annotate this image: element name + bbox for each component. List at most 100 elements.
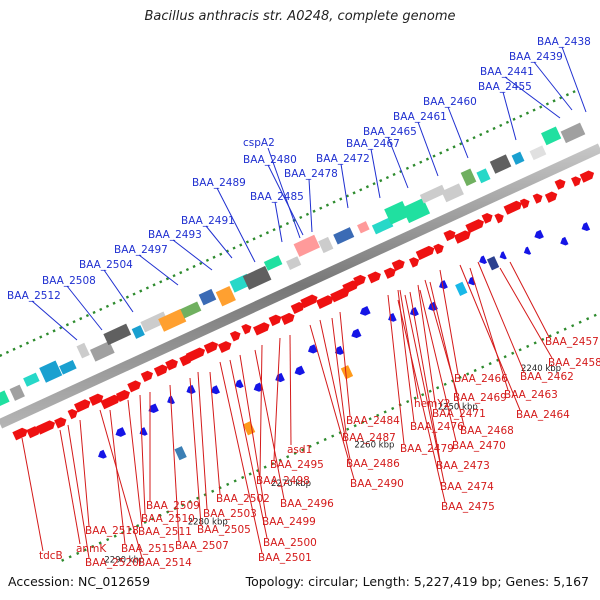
bottom-gene-label[interactable]: BAA_2479 — [400, 443, 454, 455]
bottom-gene-label[interactable]: anmK — [76, 543, 107, 555]
inner-scale-tick — [79, 317, 83, 321]
reverse-gene-arrow — [275, 372, 285, 383]
inner-scale-tick — [212, 255, 216, 259]
top-gene-label[interactable]: BAA_2480 — [243, 154, 297, 166]
inner-scale-tick — [72, 320, 76, 324]
inner-scale-tick — [439, 151, 443, 155]
top-gene-label[interactable]: BAA_2441 — [480, 66, 534, 78]
bottom-label-leader — [21, 437, 44, 552]
bottom-gene-label[interactable]: BAA_2487 — [342, 432, 396, 444]
inner-scale-tick — [492, 126, 496, 131]
bottom-gene-label[interactable]: BAA_2495 — [270, 459, 324, 471]
bottom-gene-label[interactable]: BAA_2476 — [410, 421, 464, 433]
top-gene-label[interactable]: BAA_2472 — [316, 153, 370, 165]
top-gene-label[interactable]: BAA_2438 — [537, 36, 591, 48]
reverse-gene-arrow — [351, 328, 362, 339]
inner-scale-tick — [139, 289, 143, 293]
bottom-gene-label[interactable]: tdcB — [39, 550, 63, 562]
top-gene-label[interactable]: BAA_2460 — [423, 96, 477, 108]
inner-scale-tick — [239, 243, 243, 247]
bottom-gene-label[interactable]: BAA_2473 — [436, 460, 490, 472]
top-gene-label[interactable]: BAA_2439 — [509, 51, 563, 63]
inner-scale-tick — [459, 142, 463, 146]
bottom-label-leader — [209, 371, 221, 495]
top-gene-label[interactable]: BAA_2485 — [250, 191, 304, 203]
bottom-gene-label[interactable]: BAA_2500 — [263, 537, 317, 549]
top-gene-label[interactable]: BAA_2491 — [181, 215, 235, 227]
top-gene-label[interactable]: BAA_2493 — [148, 229, 202, 241]
top-gene-label[interactable]: BAA_2467 — [346, 138, 400, 150]
outer-scale-tick — [76, 551, 80, 555]
inner-scale-tick — [119, 298, 123, 302]
reverse-gene-arrow — [560, 236, 569, 246]
inner-scale-tick — [259, 234, 263, 238]
outer-scale-tick — [226, 482, 230, 486]
top-gene-label[interactable]: BAA_2497 — [114, 244, 168, 256]
bottom-gene-label[interactable]: BAA_2502 — [216, 493, 270, 505]
bottom-gene-label[interactable]: BAA_2505 — [197, 524, 251, 536]
outer-scale-tick — [61, 558, 65, 562]
bottom-gene-label[interactable]: BAA_2510 — [141, 513, 195, 525]
bottom-label-leader — [339, 311, 351, 417]
bottom-label-leader — [459, 264, 521, 411]
bottom-gene-label[interactable]: hemY2 — [414, 398, 450, 410]
forward-gene-arrow — [433, 243, 444, 255]
outer-scale-tick — [443, 382, 447, 386]
bottom-gene-label[interactable]: BAA_2507 — [175, 540, 229, 552]
top-gene-label[interactable]: BAA_2489 — [192, 177, 246, 189]
bottom-gene-label[interactable]: BAA_2469 — [453, 392, 507, 404]
bottom-gene-label[interactable]: BAA_2520 — [85, 557, 139, 569]
bottom-gene-label[interactable]: BAA_2501 — [258, 552, 312, 564]
bottom-label-leader — [499, 267, 553, 359]
forward-gene-arrow — [217, 341, 232, 353]
bottom-gene-label[interactable]: BAA_2490 — [350, 478, 404, 490]
bottom-gene-label[interactable]: BAA_2515 — [121, 543, 175, 555]
bottom-gene-label[interactable]: BAA_2462 — [520, 371, 574, 383]
top-gene-label[interactable]: cspA2 — [243, 137, 275, 149]
bottom-gene-label[interactable]: BAA_2518 — [85, 525, 139, 537]
bottom-gene-label[interactable]: BAA_2466 — [454, 373, 508, 385]
bottom-gene-label[interactable]: BAA_2514 — [138, 557, 192, 569]
bottom-gene-label[interactable]: BAA_2458 — [548, 357, 600, 369]
bottom-gene-label[interactable]: BAA_2511 — [138, 526, 192, 538]
inner-scale-tick — [472, 136, 476, 140]
outer-scale-tick — [181, 503, 185, 507]
bottom-gene-label[interactable]: asd1 — [287, 444, 312, 456]
bottom-gene-label[interactable]: BAA_2468 — [460, 425, 514, 437]
inner-scale-tick — [0, 353, 3, 357]
bottom-gene-label[interactable]: BAA_2484 — [346, 415, 400, 427]
inner-scale-tick — [125, 295, 130, 299]
top-gene-label[interactable]: BAA_2478 — [284, 168, 338, 180]
top-gene-label[interactable]: BAA_2512 — [7, 290, 61, 302]
top-gene-label[interactable]: BAA_2504 — [79, 259, 133, 271]
inner-scale-tick — [252, 237, 256, 241]
homology-box — [39, 360, 63, 383]
bottom-gene-label[interactable]: BAA_2463 — [504, 389, 558, 401]
reverse-gene-arrow — [388, 313, 397, 322]
bottom-gene-label[interactable]: BAA_2474 — [440, 481, 494, 493]
bottom-gene-label[interactable]: BAA_2496 — [280, 498, 334, 510]
bottom-gene-label[interactable]: BAA_2457 — [545, 336, 599, 348]
bottom-label-leader — [509, 261, 550, 338]
outer-scale-tick — [368, 417, 372, 421]
top-gene-label[interactable]: BAA_2465 — [363, 126, 417, 138]
forward-gene-arrow — [268, 314, 282, 327]
inner-scale-tick — [99, 307, 103, 311]
bottom-label-leader — [197, 371, 208, 510]
top-gene-label[interactable]: BAA_2508 — [42, 275, 96, 287]
top-gene-label[interactable]: BAA_2455 — [478, 81, 532, 93]
bottom-label-leader — [404, 294, 445, 483]
outer-scale-tick — [113, 534, 117, 538]
outer-scale-tick — [151, 517, 155, 521]
bottom-gene-label[interactable]: BAA_2471 — [432, 408, 486, 420]
bottom-gene-label[interactable]: BAA_2498 — [256, 475, 310, 487]
bottom-gene-label[interactable]: BAA_2470 — [452, 440, 506, 452]
bottom-gene-label[interactable]: BAA_2509 — [146, 500, 200, 512]
bottom-gene-label[interactable]: BAA_2464 — [516, 409, 570, 421]
top-gene-label[interactable]: BAA_2461 — [393, 111, 447, 123]
homology-box — [90, 341, 115, 362]
bottom-gene-label[interactable]: BAA_2486 — [346, 458, 400, 470]
bottom-gene-label[interactable]: BAA_2499 — [262, 516, 316, 528]
bottom-gene-label[interactable]: BAA_2503 — [203, 508, 257, 520]
bottom-gene-label[interactable]: BAA_2475 — [441, 501, 495, 513]
